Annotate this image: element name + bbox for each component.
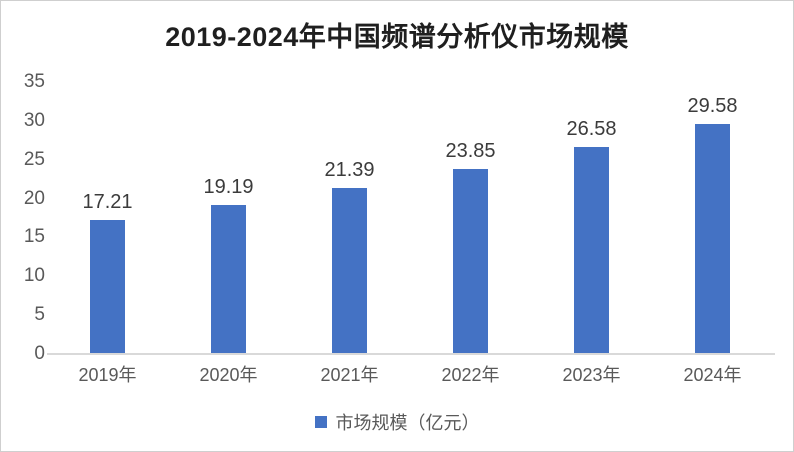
x-tick-label: 2023年: [562, 365, 621, 385]
legend-label: 市场规模（亿元）: [335, 413, 480, 433]
y-tick-label: 5: [34, 304, 45, 326]
bar: [211, 204, 246, 354]
data-label: 17.21: [82, 191, 133, 214]
y-tick-label: 30: [23, 109, 45, 131]
bar: [574, 147, 609, 354]
data-label: 26.58: [566, 118, 617, 141]
data-label: 19.19: [203, 175, 254, 198]
y-tick-label: 25: [23, 148, 45, 170]
legend: 市场规模（亿元）: [1, 409, 793, 435]
y-tick-label: 15: [23, 226, 45, 248]
bar: [90, 220, 125, 354]
y-tick-label: 10: [23, 265, 45, 287]
y-tick-label: 20: [23, 187, 45, 209]
data-label: 21.39: [324, 158, 375, 181]
data-label: 23.85: [445, 139, 496, 162]
bar: [695, 124, 730, 354]
data-label: 29.58: [687, 95, 738, 118]
x-tick-label: 2022年: [441, 365, 500, 385]
x-axis-line: [47, 353, 775, 355]
x-tick-label: 2019年: [78, 365, 137, 385]
x-tick-label: 2020年: [199, 365, 258, 385]
chart-title: 2019-2024年中国频谱分析仪市场规模: [165, 22, 629, 52]
bar: [453, 168, 488, 354]
y-tick-label: 0: [34, 343, 45, 364]
legend-marker-icon: [314, 416, 327, 428]
x-tick-label: 2024年: [683, 365, 742, 385]
bar: [332, 187, 367, 354]
y-tick-label: 35: [23, 71, 45, 92]
x-tick-label: 2021年: [320, 365, 379, 385]
